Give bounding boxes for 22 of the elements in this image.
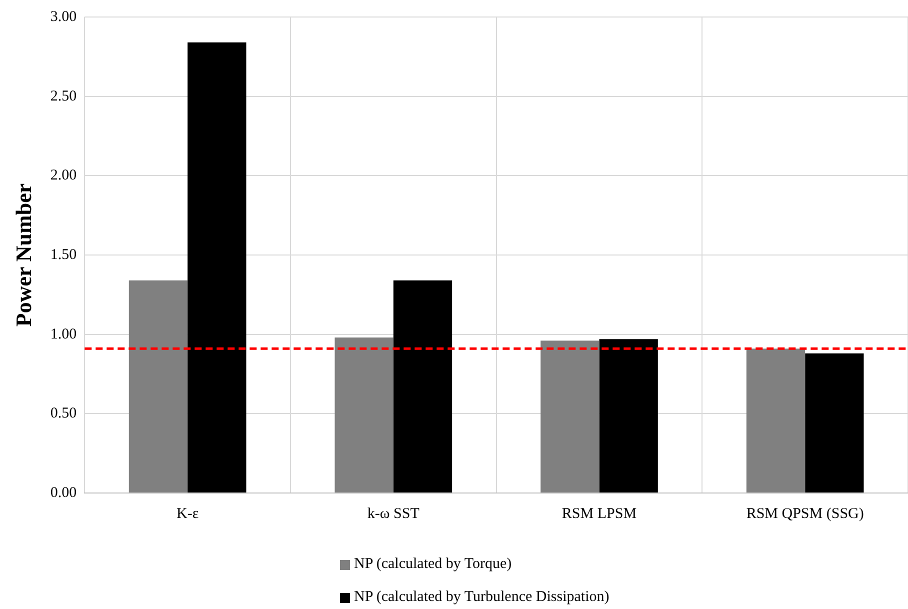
bar [746,348,806,492]
y-tick-label: 1.50 [50,246,77,263]
x-tick-label: k-ω SST [367,506,420,522]
y-axis-title: Power Number [10,183,36,327]
legend-label: NP (calculated by Turbulence Dissipation) [354,589,610,606]
y-tick-label: 1.00 [50,326,77,342]
y-tick-label: 3.00 [50,8,77,25]
bar [128,280,188,492]
bar [393,280,452,492]
y-tick-label: 2.00 [50,168,77,184]
bar [334,338,394,492]
x-tick-label: K-ε [176,506,199,522]
y-tick-label: 0.50 [50,406,77,422]
y-tick-label: 0.00 [50,484,77,501]
y-tick-label: 2.50 [50,88,77,104]
bar [599,339,658,492]
legend-label: NP (calculated by Torque) [354,556,512,573]
bar [540,340,600,492]
bar [188,42,246,492]
x-tick-label: RSM LPSM [562,506,637,522]
bar [805,353,864,492]
x-tick-label: RSM QPSM (SSG) [746,506,864,522]
